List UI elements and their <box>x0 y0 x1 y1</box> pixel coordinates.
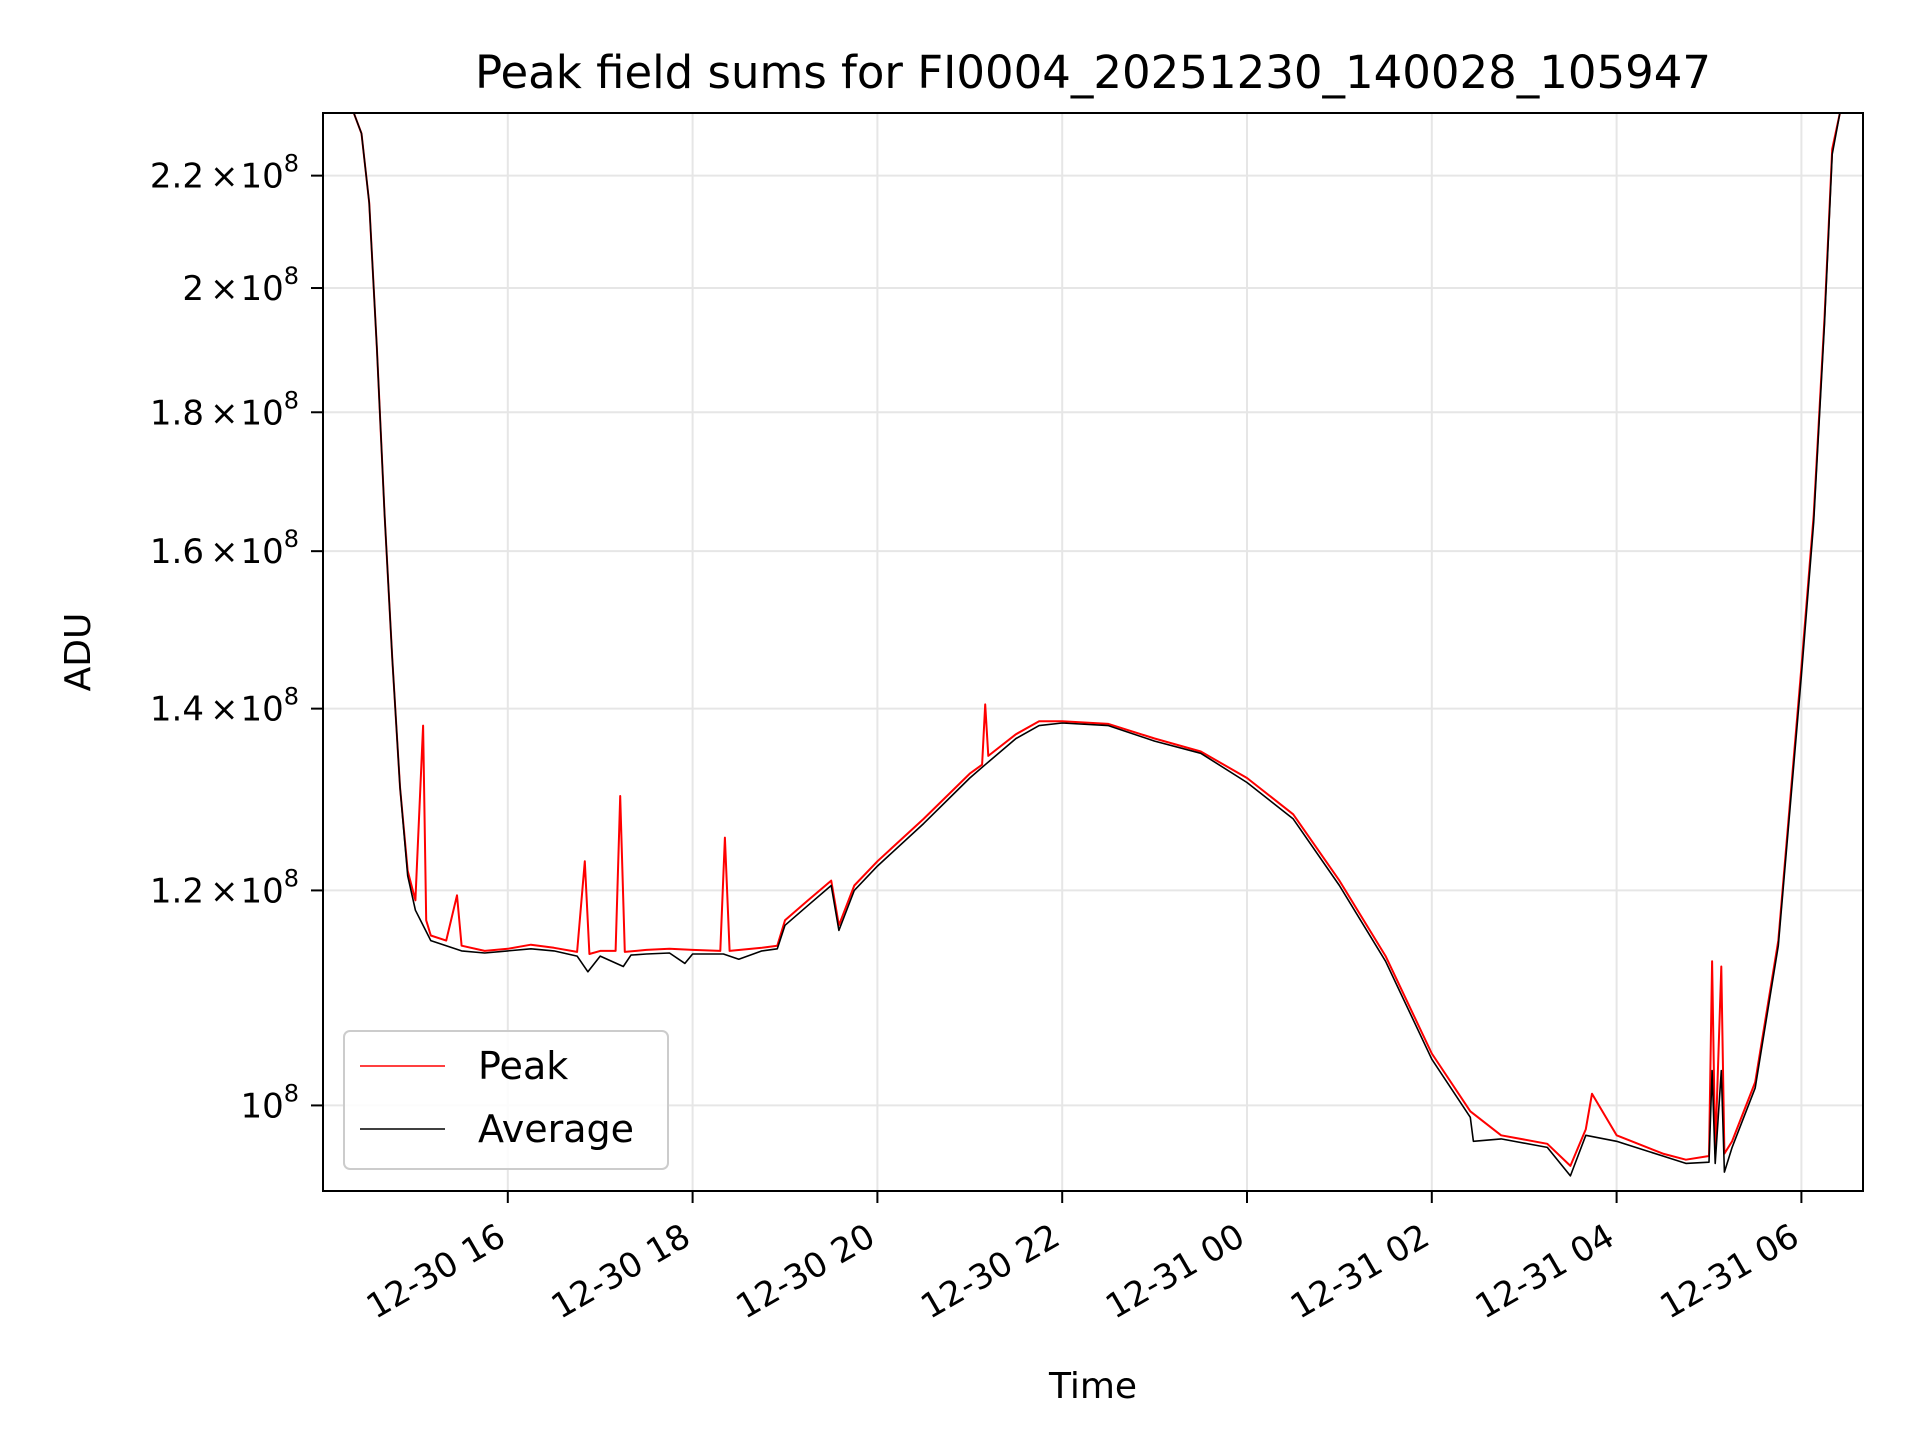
x-axis-label: Time <box>1048 1366 1137 1407</box>
y-tick-label: 1.6 ×108 <box>150 525 299 572</box>
y-tick-label: 2 ×108 <box>182 262 299 309</box>
y-tick-exponent: 8 <box>284 864 299 892</box>
legend-label-average: Average <box>478 1107 634 1151</box>
y-tick-exponent: 8 <box>284 1079 299 1107</box>
y-tick-label: 1.2 ×108 <box>150 864 299 911</box>
y-tick-exponent: 8 <box>284 386 299 414</box>
y-tick-exponent: 8 <box>284 150 299 178</box>
y-axis-label: ADU <box>58 613 99 692</box>
chart-title: Peak field sums for FI0004_20251230_1400… <box>475 46 1711 99</box>
y-tick-mantissa: 1.8 <box>150 393 204 433</box>
y-tick-mantissa: 1.4 <box>150 690 204 730</box>
series-layer <box>352 113 1841 1177</box>
y-tick-label: 2.2 ×108 <box>150 150 299 197</box>
series-line-average <box>353 113 1841 1177</box>
series-line-peak <box>352 113 1841 1167</box>
legend: Peak Average <box>343 1030 669 1170</box>
y-tick-exponent: 8 <box>284 525 299 553</box>
y-tick-label: 1.8 ×108 <box>150 386 299 433</box>
y-tick-label: 1.4 ×108 <box>150 683 299 730</box>
y-tick-exponent: 8 <box>284 262 299 290</box>
y-tick-mantissa: 2.2 <box>150 157 204 197</box>
legend-label-peak: Peak <box>478 1044 568 1088</box>
plot-frame <box>322 112 1864 1192</box>
y-tick-mantissa: 1.2 <box>150 871 204 911</box>
y-tick-mantissa: 1.6 <box>150 532 204 572</box>
y-tick-exponent: 8 <box>284 683 299 711</box>
y-tick-mantissa: 2 <box>182 269 204 309</box>
y-tick-label: 108 <box>240 1079 299 1126</box>
grid-layer <box>323 113 1863 1191</box>
